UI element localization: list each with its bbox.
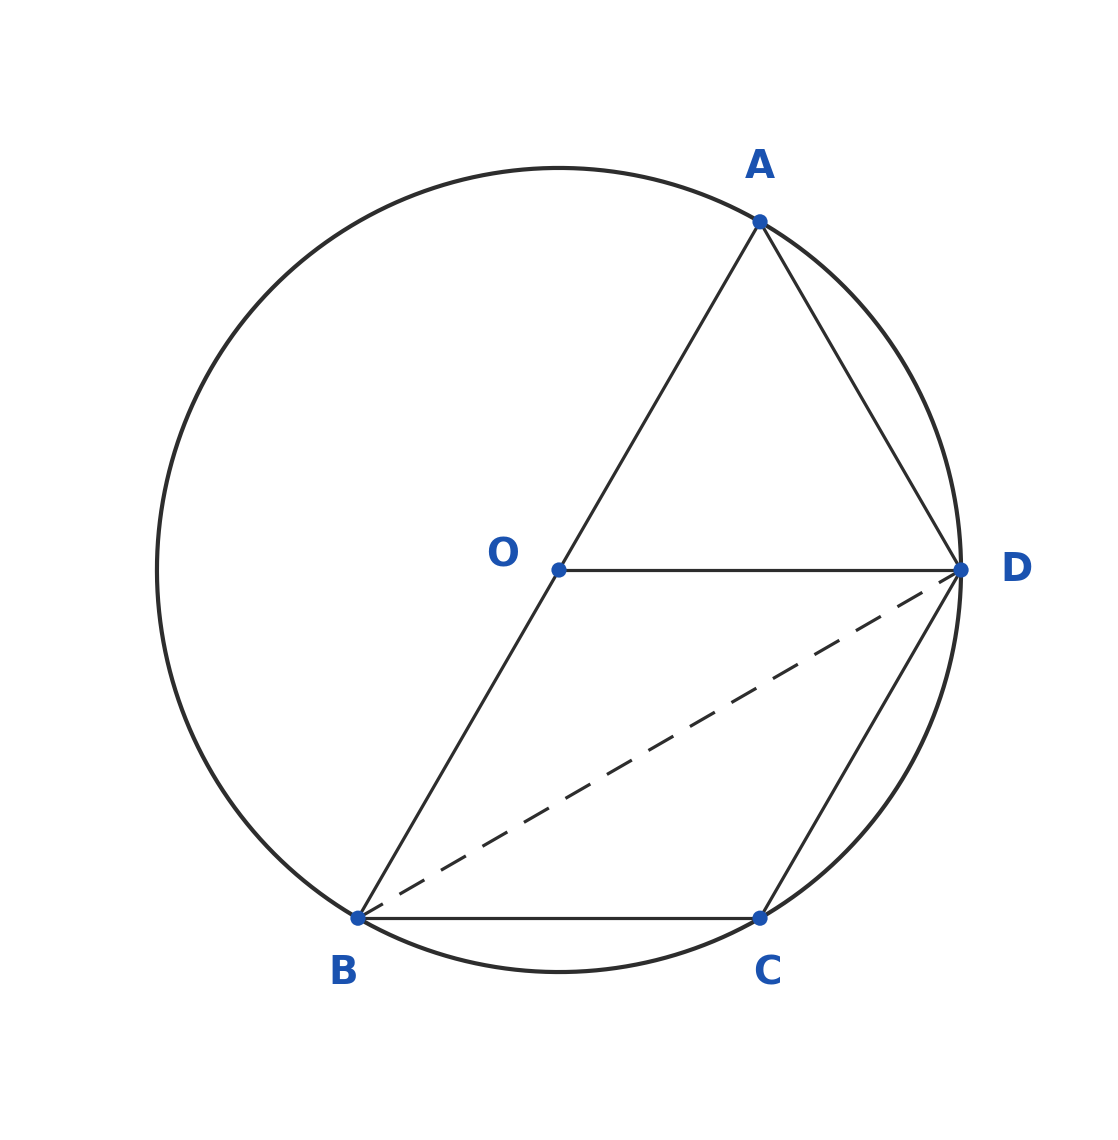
Text: O: O: [486, 537, 519, 575]
Point: [953, 561, 970, 579]
Point: [550, 561, 568, 579]
Text: A: A: [745, 147, 775, 186]
Point: [349, 909, 367, 927]
Point: [751, 909, 769, 927]
Text: B: B: [329, 954, 358, 993]
Text: D: D: [1001, 551, 1033, 589]
Point: [751, 213, 769, 231]
Text: C: C: [754, 954, 781, 993]
